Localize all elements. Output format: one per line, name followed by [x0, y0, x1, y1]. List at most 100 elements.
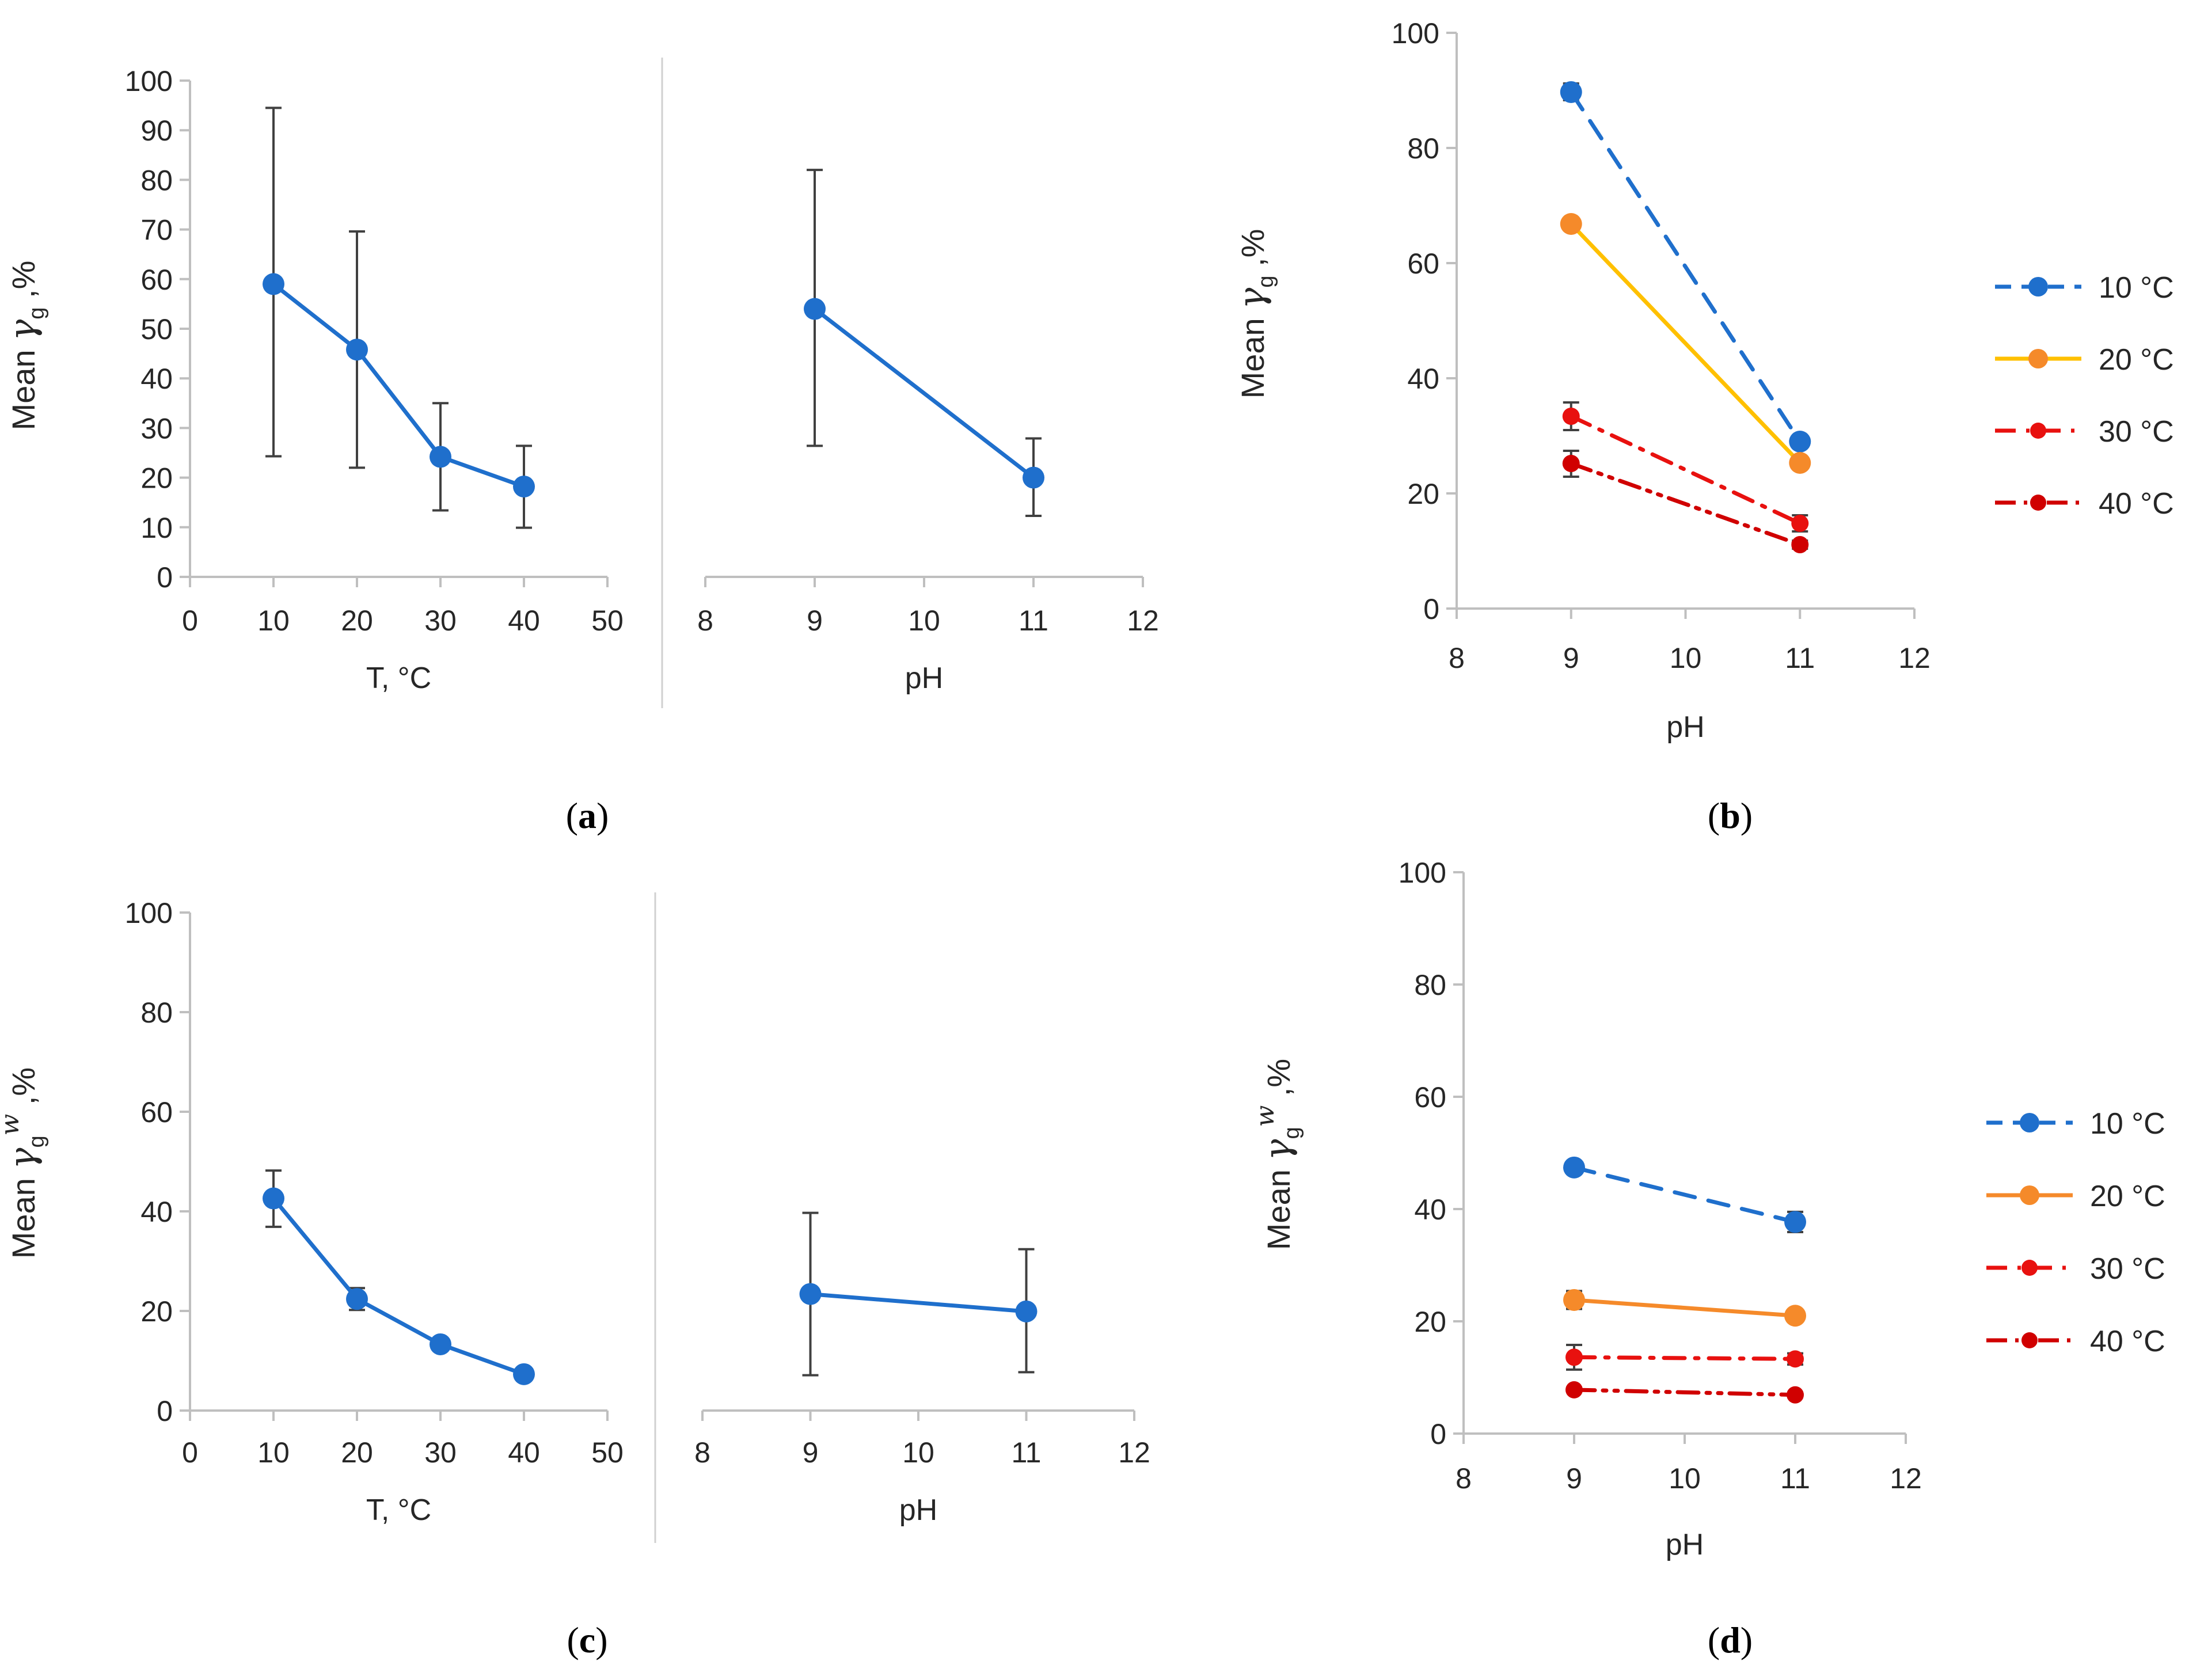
data-point: [1784, 1305, 1806, 1327]
caption-letter: a: [578, 795, 596, 836]
series-line: [1572, 1355, 1798, 1361]
series-line: [812, 307, 1036, 480]
chart-a-1: 8 9 10 11 12 pH: [697, 169, 1159, 695]
y-tick-label: 10: [140, 512, 173, 544]
y-axis-label: Mean γg ,%: [1, 261, 49, 431]
x-tick-label: 9: [803, 1436, 819, 1469]
legend-label: 20 °C: [2099, 343, 2174, 377]
data-point: [1563, 1156, 1585, 1179]
x-tick-label: 30: [424, 1436, 457, 1469]
y-tick-label: 80: [140, 164, 173, 196]
series-line: [1569, 90, 1802, 444]
x-tick-label: 11: [1780, 1462, 1810, 1495]
data-point: [1787, 1386, 1804, 1404]
chart-a-0: 0 10 20 30 40 50 0 10 20 30 40 50 60 70 80 90 100 T, °C: [125, 65, 624, 695]
legend-entry: 20 °C: [1986, 1180, 2165, 1213]
data-point: [1023, 466, 1044, 489]
y-tick-label: 90: [140, 115, 173, 147]
data-point: [1565, 1348, 1583, 1366]
x-tick-label: 30: [424, 605, 457, 637]
data-point: [346, 339, 368, 361]
chart-b-2: 8 9 10 11 12 0 20 40 60 80 100 pH 10 °C 20 °C 30 °C 40 …: [1392, 17, 2174, 744]
y-axis-label-prefix: Mean: [5, 341, 41, 431]
y-axis-label-suffix: ,%: [5, 1067, 41, 1114]
y-axis-label: Mean γgw ,%: [0, 1067, 49, 1259]
legend-label: 10 °C: [2099, 271, 2174, 305]
series-line: [808, 1292, 1028, 1314]
data-point: [1784, 1211, 1806, 1233]
y-tick-label: 20: [140, 462, 173, 495]
x-tick-label: 11: [1012, 1436, 1042, 1469]
y-axis-label-suffix: ,%: [5, 261, 41, 307]
x-tick-label: 20: [341, 605, 373, 637]
y-tick-label: 0: [157, 561, 173, 594]
caption-close: ): [596, 795, 609, 836]
panel-caption: (d): [1708, 1620, 1753, 1660]
x-tick-label: 10: [1669, 1462, 1701, 1495]
data-point: [513, 476, 535, 498]
series-0: [799, 1211, 1038, 1377]
y-axis-label-subscript: g: [1280, 1127, 1304, 1139]
panel-caption: (c): [567, 1620, 607, 1660]
data-point: [1562, 408, 1580, 425]
x-tick-label: 10: [902, 1436, 934, 1469]
caption-letter: b: [1720, 795, 1741, 836]
series-line: [1572, 1298, 1798, 1318]
legend-entry: 10 °C: [1995, 271, 2174, 305]
y-axis-label-prefix: Mean: [1234, 309, 1271, 399]
legend-label: 20 °C: [2090, 1180, 2165, 1213]
data-point: [1787, 1350, 1804, 1368]
x-tick-label: 10: [257, 605, 290, 637]
x-tick-label: 50: [591, 1436, 624, 1469]
series-line: [1569, 461, 1802, 547]
y-tick-label: 70: [140, 214, 173, 246]
series-line: [1569, 414, 1802, 526]
y-tick-label: 80: [1414, 969, 1446, 1001]
x-tick-label: 0: [182, 605, 198, 637]
x-tick-label: 9: [807, 605, 823, 637]
y-tick-label: 20: [1414, 1306, 1446, 1338]
y-tick-label: 40: [1414, 1194, 1446, 1226]
data-point: [1563, 1288, 1585, 1311]
y-tick-label: 80: [1407, 132, 1439, 165]
data-point: [1791, 536, 1809, 553]
panel-caption: (b): [1708, 795, 1753, 836]
data-point: [799, 1283, 822, 1305]
y-axis-label-symbol: γ: [1, 319, 43, 341]
x-tick-label: 8: [1449, 642, 1465, 674]
y-axis-label-symbol: γ: [1256, 1139, 1298, 1161]
y-tick-label: 60: [140, 264, 173, 296]
x-tick-label: 12: [1898, 642, 1931, 674]
caption-letter: c: [579, 1620, 595, 1660]
y-axis-label-suffix: ,%: [1234, 229, 1271, 276]
caption-open: (: [1708, 795, 1720, 836]
data-point: [263, 1187, 284, 1210]
chart-c-4: 8 9 10 11 12 pH: [694, 1211, 1150, 1527]
legend-marker: [2028, 349, 2048, 368]
y-axis-label-symbol: γ: [1230, 287, 1272, 309]
y-tick-label: 60: [1414, 1081, 1446, 1113]
legend-marker: [2021, 1332, 2038, 1348]
x-tick-label: 8: [697, 605, 713, 637]
y-tick-label: 100: [125, 65, 173, 97]
data-point: [430, 1333, 451, 1355]
x-tick-label: 12: [1118, 1436, 1150, 1469]
x-tick-label: 10: [257, 1436, 290, 1469]
y-axis-label-prefix: Mean: [5, 1169, 41, 1259]
y-axis-label-subscript: g: [1254, 276, 1278, 288]
caption-open: (: [1708, 1620, 1720, 1660]
x-tick-label: 40: [508, 605, 540, 637]
data-point: [1789, 431, 1811, 453]
y-tick-label: 0: [1423, 593, 1439, 625]
series-line: [271, 1196, 526, 1377]
y-tick-label: 20: [1407, 478, 1439, 510]
y-tick-label: 100: [1399, 857, 1446, 889]
legend-label: 30 °C: [2090, 1252, 2165, 1286]
y-tick-label: 20: [140, 1295, 173, 1328]
caption-open: (: [567, 1620, 579, 1660]
series-line: [1569, 222, 1802, 465]
legend-marker: [2020, 1185, 2039, 1205]
y-tick-label: 0: [157, 1395, 173, 1427]
data-point: [1015, 1300, 1038, 1322]
